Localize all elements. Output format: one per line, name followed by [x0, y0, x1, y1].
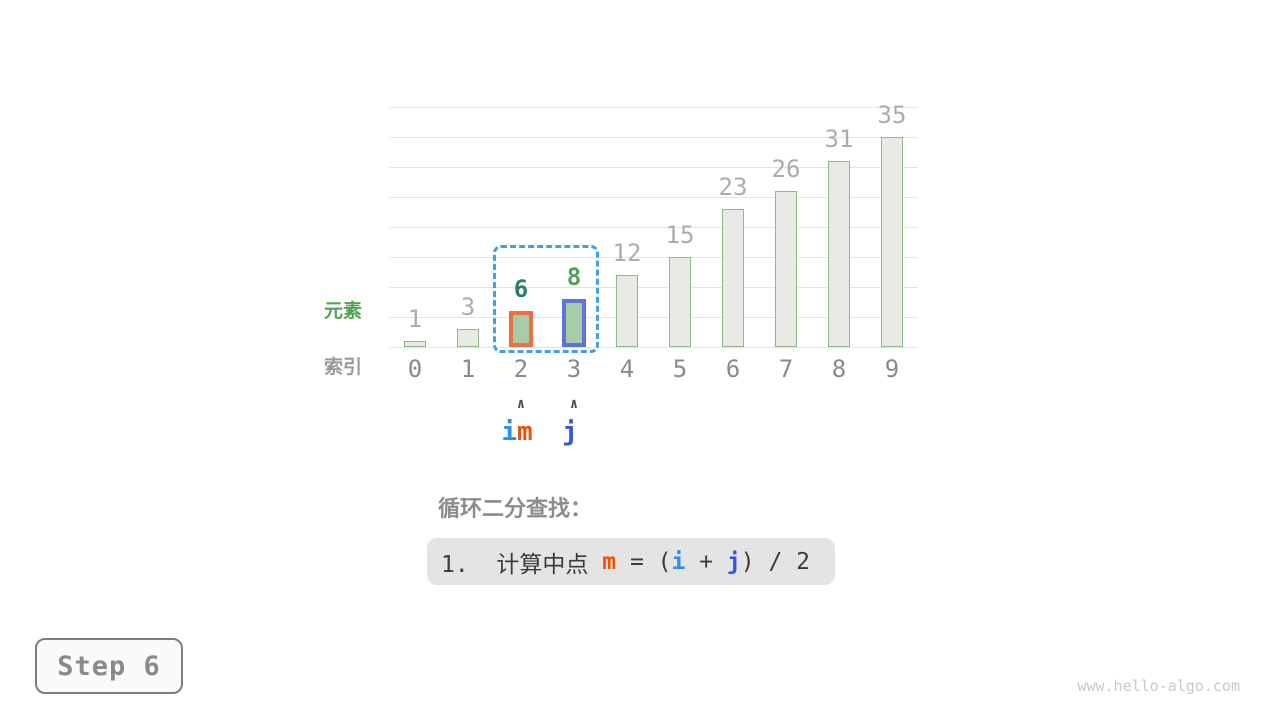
formula-segment-6: ) / 2 — [740, 548, 811, 575]
bar-index-1 — [457, 329, 479, 347]
index-label-0: 0 — [407, 355, 423, 383]
bar-value-label-1: 3 — [460, 293, 476, 321]
gridline — [389, 287, 918, 288]
formula-segment-5: j — [726, 548, 741, 575]
index-label-7: 7 — [778, 355, 794, 383]
bar-index-3 — [562, 299, 586, 347]
pointer-arrow-icon-3: ∧ — [569, 396, 579, 412]
y-axis-label-element: 元素 — [323, 301, 362, 322]
bar-value-label-2: 6 — [513, 275, 529, 303]
pointer-label-segment-3-0: j — [562, 417, 578, 447]
index-label-8: 8 — [831, 355, 847, 383]
search-range-box — [493, 245, 599, 353]
index-label-1: 1 — [460, 355, 476, 383]
pointer-label-segment-2-0: i — [501, 417, 517, 447]
gridline — [389, 197, 918, 198]
watermark-text: www.hello-algo.com — [1077, 677, 1240, 695]
formula-segment-4: + — [685, 548, 727, 575]
bar-index-2 — [509, 311, 533, 347]
bar-value-label-8: 31 — [824, 125, 854, 153]
bar-index-5 — [669, 257, 691, 347]
bar-value-label-5: 15 — [665, 221, 695, 249]
bar-value-label-7: 26 — [771, 155, 801, 183]
x-axis-label-index: 索引 — [323, 357, 362, 378]
bar-index-7 — [775, 191, 797, 347]
gridline — [389, 317, 918, 318]
step-indicator: Step 6 — [35, 638, 183, 694]
description-title: 循环二分查找： — [438, 496, 593, 521]
bar-index-4 — [616, 275, 638, 347]
gridline — [389, 107, 918, 108]
index-label-4: 4 — [619, 355, 635, 383]
gridline — [389, 347, 918, 348]
formula-segment-0: 1. 计算中点 — [441, 551, 603, 578]
index-label-9: 9 — [884, 355, 900, 383]
bar-value-label-3: 8 — [566, 263, 582, 291]
index-label-6: 6 — [725, 355, 741, 383]
formula-segment-3: i — [671, 548, 686, 575]
formula-segment-2: = ( — [616, 548, 672, 575]
formula-box: 1. 计算中点 m = (i + j) / 2 — [427, 538, 835, 585]
bar-value-label-9: 35 — [877, 101, 907, 129]
bar-index-9 — [881, 137, 903, 347]
gridline — [389, 167, 918, 168]
bar-value-label-0: 1 — [407, 305, 423, 333]
pointer-label-segment-2-1: m — [517, 417, 533, 447]
index-label-3: 3 — [566, 355, 582, 383]
pointer-label-2: im — [477, 419, 557, 445]
bar-index-6 — [722, 209, 744, 347]
bar-value-label-6: 23 — [718, 173, 748, 201]
index-label-5: 5 — [672, 355, 688, 383]
bar-index-8 — [828, 161, 850, 347]
formula-segment-1: m — [602, 548, 617, 575]
pointer-label-3: j — [530, 419, 610, 445]
index-label-2: 2 — [513, 355, 529, 383]
bar-index-0 — [404, 341, 426, 347]
bar-value-label-4: 12 — [612, 239, 642, 267]
gridline — [389, 137, 918, 138]
gridline — [389, 227, 918, 228]
pointer-arrow-icon-2: ∧ — [516, 396, 526, 412]
gridline — [389, 257, 918, 258]
